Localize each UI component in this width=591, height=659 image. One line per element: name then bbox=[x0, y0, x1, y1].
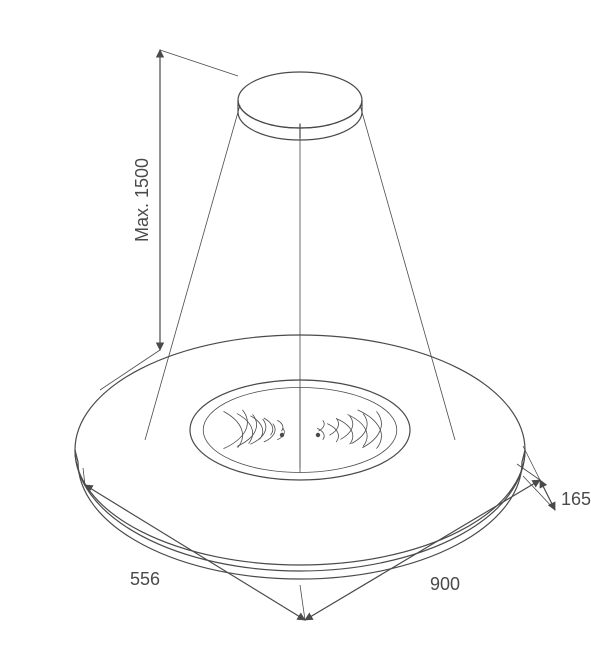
dim-label-height: Max. 1500 bbox=[132, 158, 152, 242]
dim-label-width: 556 bbox=[130, 569, 160, 589]
dim-label-depth: 165 bbox=[561, 489, 591, 509]
technical-drawing: Max. 1500 556 900 165 bbox=[0, 0, 591, 659]
dim-label-length: 900 bbox=[430, 574, 460, 594]
